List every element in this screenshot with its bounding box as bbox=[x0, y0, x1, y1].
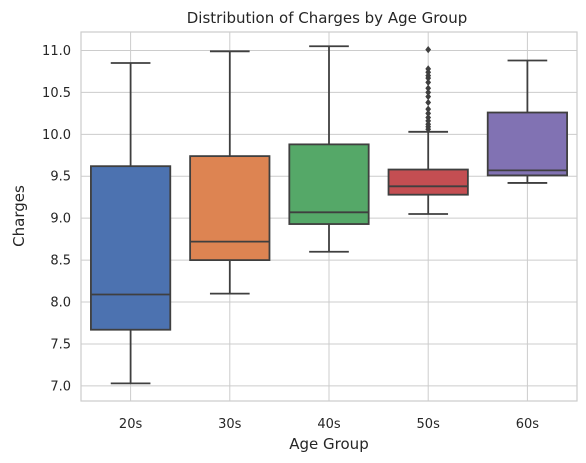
y-tick-label: 10.5 bbox=[42, 86, 71, 101]
y-tick-label: 11.0 bbox=[42, 44, 71, 59]
x-tick-label: 60s bbox=[516, 417, 540, 432]
box-iqr bbox=[486, 111, 568, 177]
x-axis-ticks: 20s 30s 40s 50s 60s bbox=[119, 417, 539, 432]
plot-frame bbox=[80, 31, 578, 402]
outlier-point bbox=[425, 105, 432, 113]
outlier-point bbox=[425, 46, 432, 54]
outlier-point bbox=[425, 84, 432, 92]
outlier-point bbox=[425, 88, 432, 96]
outlier-point bbox=[425, 92, 432, 101]
box-50s bbox=[387, 46, 469, 215]
y-tick-label: 10.0 bbox=[42, 128, 71, 143]
boxes bbox=[90, 45, 568, 385]
y-tick-label: 9.5 bbox=[50, 170, 71, 185]
x-tick-label: 40s bbox=[317, 417, 341, 432]
outlier-point bbox=[425, 65, 432, 73]
box-iqr bbox=[90, 165, 172, 331]
outlier-point bbox=[425, 113, 432, 122]
outlier-point bbox=[425, 109, 432, 117]
box-60s bbox=[486, 59, 568, 184]
y-tick-label: 8.0 bbox=[50, 296, 71, 311]
outlier-point bbox=[425, 78, 432, 86]
box-40s bbox=[288, 45, 370, 253]
box-30s bbox=[189, 50, 271, 295]
x-axis-title: Age Group bbox=[289, 435, 368, 453]
box-iqr bbox=[288, 143, 370, 225]
y-tick-label: 7.0 bbox=[50, 379, 71, 394]
y-tick-label: 9.0 bbox=[50, 212, 71, 227]
x-tick-label: 20s bbox=[119, 417, 143, 432]
y-axis-title: Charges bbox=[10, 185, 28, 247]
chart-title: Distribution of Charges by Age Group bbox=[187, 9, 468, 27]
box-20s bbox=[90, 62, 172, 385]
outlier-point bbox=[425, 98, 432, 107]
box-iqr bbox=[189, 155, 271, 262]
y-tick-label: 7.5 bbox=[50, 337, 71, 352]
x-tick-label: 30s bbox=[218, 417, 242, 432]
box-iqr bbox=[387, 168, 469, 196]
x-tick-label: 50s bbox=[417, 417, 441, 432]
y-tick-label: 8.5 bbox=[50, 254, 71, 269]
y-axis-ticks: 7.0 7.5 8.0 8.5 9.0 9.5 10.0 10.5 11.0 bbox=[42, 44, 71, 394]
